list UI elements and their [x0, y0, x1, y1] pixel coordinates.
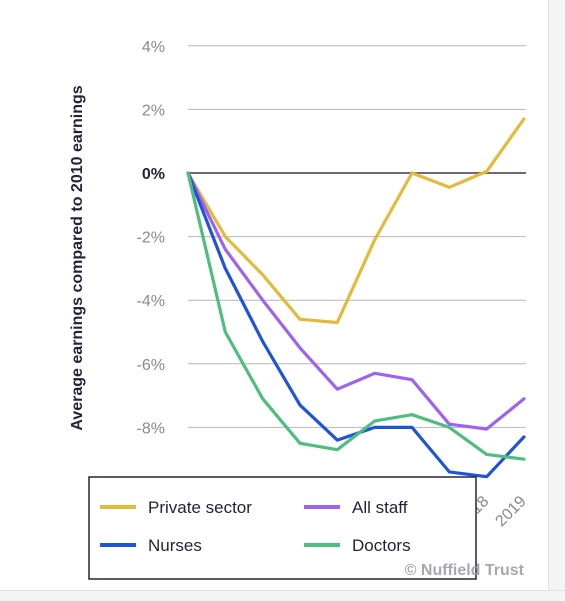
legend: Private sector All staff Nurses Doctors — [88, 476, 477, 580]
series-line-all-staff — [186, 171, 526, 431]
legend-label-private-sector: Private sector — [148, 498, 252, 517]
y-tick-label: -6% — [137, 357, 165, 374]
y-tick-label: -2% — [137, 230, 165, 247]
legend-label-nurses: Nurses — [148, 536, 202, 555]
y-tick-label: 2% — [142, 102, 165, 119]
y-tick-label: 0% — [142, 166, 165, 183]
series-line-private-sector — [186, 117, 526, 325]
y-axis-label: Average earnings compared to 2010 earnin… — [69, 85, 86, 430]
y-tick-label: 4% — [142, 39, 165, 56]
legend-label-doctors: Doctors — [352, 536, 411, 555]
credit-text: © Nuffield Trust — [405, 562, 525, 579]
legend-label-all-staff: All staff — [352, 498, 408, 517]
legend-box — [88, 476, 477, 580]
y-tick-label: -8% — [137, 420, 165, 437]
series-line-doctors — [186, 171, 526, 461]
x-tick-label: 2019 — [492, 493, 529, 530]
y-tick-label: -4% — [137, 293, 165, 310]
card-divider — [0, 590, 565, 601]
series-line-nurses — [186, 171, 526, 479]
